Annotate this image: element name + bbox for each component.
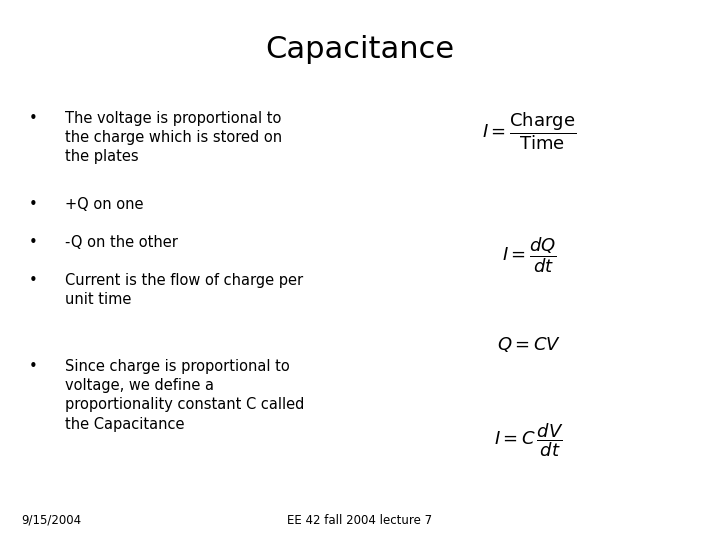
Text: •: • (29, 197, 37, 212)
Text: -Q on the other: -Q on the other (65, 235, 178, 250)
Text: •: • (29, 273, 37, 288)
Text: •: • (29, 111, 37, 126)
Text: $I = \dfrac{dQ}{dt}$: $I = \dfrac{dQ}{dt}$ (502, 235, 557, 274)
Text: +Q on one: +Q on one (65, 197, 143, 212)
Text: Current is the flow of charge per
unit time: Current is the flow of charge per unit t… (65, 273, 303, 307)
Text: 9/15/2004: 9/15/2004 (22, 514, 82, 526)
Text: •: • (29, 359, 37, 374)
Text: $Q = CV$: $Q = CV$ (497, 335, 562, 354)
Text: $I = \dfrac{\mathrm{Charge}}{\mathrm{Time}}$: $I = \dfrac{\mathrm{Charge}}{\mathrm{Tim… (482, 111, 576, 152)
Text: $I = C\,\dfrac{dV}{dt}$: $I = C\,\dfrac{dV}{dt}$ (495, 421, 564, 459)
Text: Capacitance: Capacitance (266, 35, 454, 64)
Text: The voltage is proportional to
the charge which is stored on
the plates: The voltage is proportional to the charg… (65, 111, 282, 164)
Text: Since charge is proportional to
voltage, we define a
proportionality constant C : Since charge is proportional to voltage,… (65, 359, 304, 431)
Text: •: • (29, 235, 37, 250)
Text: EE 42 fall 2004 lecture 7: EE 42 fall 2004 lecture 7 (287, 514, 433, 526)
